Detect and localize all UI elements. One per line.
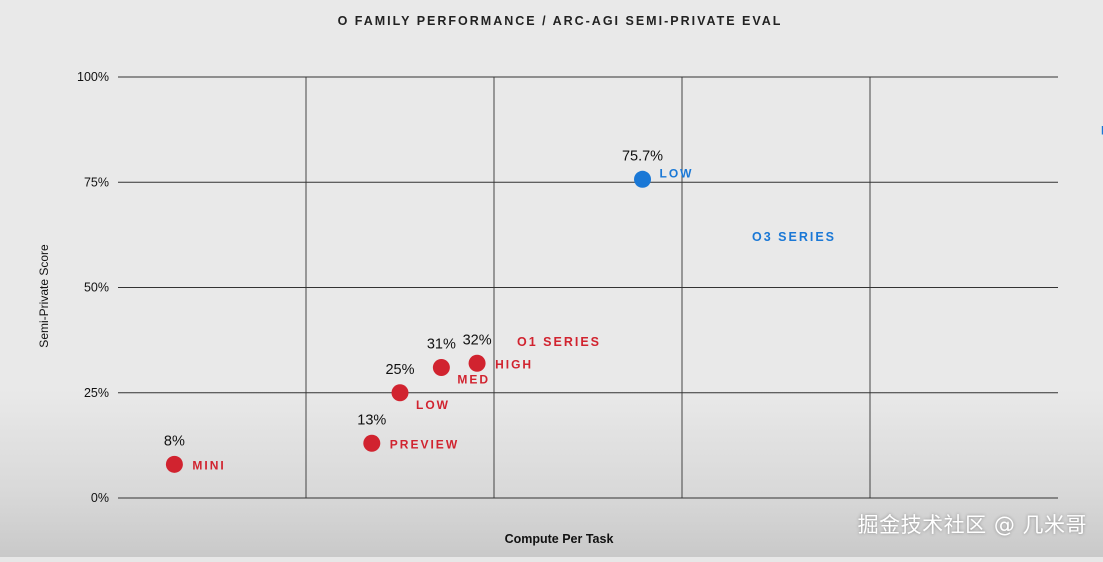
data-point-name-label: HIGH bbox=[495, 357, 533, 371]
data-point bbox=[432, 358, 450, 376]
data-point bbox=[391, 384, 409, 402]
y-axis-ticks: 0% 25% 50% 75% 100% bbox=[77, 70, 109, 505]
data-points: 8%MINI13%PREVIEW25%LOW31%MED32%HIGH75.7%… bbox=[164, 124, 1103, 473]
chart-title: O FAMILY PERFORMANCE / ARC-AGI SEMI-PRIV… bbox=[338, 14, 783, 28]
data-point bbox=[165, 455, 183, 473]
y-tick-label: 100% bbox=[77, 70, 109, 84]
data-point-name-label: HIGH bbox=[1101, 124, 1103, 138]
watermark: 掘金技术社区 @ 几米哥 bbox=[857, 513, 1087, 537]
data-value-label: 8% bbox=[164, 433, 185, 449]
y-tick-label: 0% bbox=[91, 491, 109, 505]
data-point-name-label: LOW bbox=[416, 398, 450, 412]
series-label-0: O1 SERIES bbox=[517, 335, 601, 349]
data-value-label: 32% bbox=[463, 332, 492, 348]
series-labels: O1 SERIES O3 SERIES bbox=[517, 230, 836, 349]
data-point-name-label: MINI bbox=[192, 458, 225, 472]
data-value-label: 25% bbox=[385, 362, 414, 378]
y-axis-label: Semi-Private Score bbox=[37, 244, 51, 348]
series-label-1: O3 SERIES bbox=[752, 230, 836, 244]
y-tick-label: 75% bbox=[84, 175, 109, 189]
y-tick-label: 50% bbox=[84, 281, 109, 295]
data-value-label: 75.7% bbox=[622, 148, 663, 164]
data-value-label: 31% bbox=[427, 336, 456, 352]
data-point bbox=[363, 434, 381, 452]
data-point bbox=[634, 170, 652, 188]
data-point-name-label: MED bbox=[457, 372, 490, 386]
data-point-name-label: LOW bbox=[660, 166, 694, 180]
data-point bbox=[468, 354, 486, 372]
x-axis-label: Compute Per Task bbox=[505, 532, 614, 546]
grid-lines bbox=[118, 76, 1058, 499]
data-value-label: 13% bbox=[357, 412, 386, 428]
data-point-name-label: PREVIEW bbox=[390, 437, 459, 451]
y-tick-label: 25% bbox=[84, 386, 109, 400]
